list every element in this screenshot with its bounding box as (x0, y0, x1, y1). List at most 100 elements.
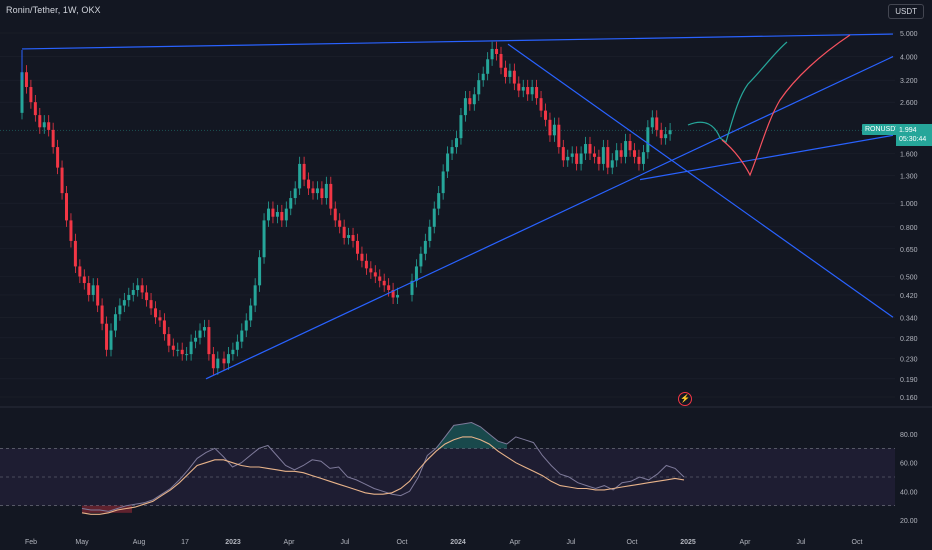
time-tick-label: Oct (397, 539, 408, 546)
candle-body (664, 134, 668, 139)
candle-body (56, 147, 60, 168)
price-tick-label: 0.160 (900, 395, 918, 402)
rsi-tick-label: 20.00 (900, 518, 918, 525)
candle-body (127, 294, 131, 301)
candle-body (535, 87, 539, 99)
candle-body (459, 115, 463, 139)
candle-body (82, 276, 86, 284)
candle-body (468, 98, 472, 105)
rsi-tick-label: 80.00 (900, 432, 918, 439)
time-tick-label: Oct (852, 539, 863, 546)
price-tick-label: 0.800 (900, 225, 918, 232)
candle-body (441, 171, 445, 194)
candle-body (432, 208, 436, 227)
candle-body (597, 156, 601, 164)
candle-body (24, 72, 28, 88)
candle-body (262, 220, 266, 258)
candle-body (180, 349, 184, 355)
candle-body (378, 276, 382, 281)
candle-body (29, 87, 33, 103)
price-tick-label: 3.200 (900, 78, 918, 85)
candle-body (162, 320, 166, 335)
price-tick-label: 1.300 (900, 173, 918, 180)
candle-body (100, 305, 104, 324)
time-tick-label: Aug (133, 539, 146, 546)
trendline-support-steep (205, 56, 894, 380)
candle-body (329, 183, 333, 209)
candle-body (202, 327, 206, 331)
trendline-support-shallow (639, 134, 894, 181)
rsi-tick-label: 40.00 (900, 489, 918, 496)
candle-body (570, 153, 574, 157)
candle-body (271, 208, 275, 217)
candle-body (606, 147, 610, 168)
rsi-overbought-fill (427, 422, 507, 449)
candle-body (486, 59, 490, 74)
candle-body (216, 358, 220, 369)
candle-body (419, 253, 423, 267)
candle-body (69, 220, 73, 241)
candle-body (293, 188, 297, 199)
replay-icon[interactable]: ⚡ (678, 392, 692, 406)
trendline-descending (507, 43, 894, 318)
price-tick-label: 1.600 (900, 151, 918, 158)
candle-body (226, 354, 230, 364)
time-tick-label: Jul (567, 539, 576, 546)
candle-body (364, 260, 368, 269)
candle-body (566, 156, 570, 161)
candle-body (552, 124, 556, 136)
candle-body (633, 150, 636, 157)
candle-body (610, 160, 614, 168)
candle-body (373, 272, 377, 277)
candle-body (60, 167, 64, 194)
currency-badge[interactable]: USDT (888, 4, 924, 19)
candle-body (194, 337, 198, 342)
candle-body (624, 141, 628, 157)
candle-body (267, 208, 270, 221)
time-tick-label: Apr (284, 539, 296, 546)
time-tick-label: May (75, 539, 89, 546)
last-price-value: 1.994 (899, 127, 917, 134)
candle-body (302, 163, 306, 180)
candle-body (495, 48, 499, 54)
last-price-tag: 1.994 05:30:44 (896, 124, 932, 146)
candle-body (118, 305, 122, 315)
candle-body (650, 117, 654, 128)
price-tick-label: 5.000 (900, 31, 918, 38)
candle-body (51, 129, 55, 148)
price-tick-label: 0.650 (900, 247, 918, 254)
price-tick-label: 0.500 (900, 275, 918, 282)
candle-body (275, 212, 279, 217)
candle-body (315, 188, 319, 194)
candle-body (539, 98, 543, 111)
candle-body (73, 240, 77, 267)
candle-body (235, 341, 239, 350)
candle-body (198, 330, 202, 338)
chart-title: Ronin/Tether, 1W, OKX (6, 5, 101, 15)
candle-body (280, 212, 284, 221)
candle-body (499, 53, 503, 68)
candle-body (109, 330, 113, 350)
projection-bullish-path (687, 41, 788, 143)
candle-body (253, 285, 257, 306)
candle-body (122, 300, 126, 306)
bar-countdown: 05:30:44 (899, 136, 927, 143)
candle-body (655, 117, 659, 130)
candle-body (140, 285, 144, 293)
candle-body (557, 124, 561, 148)
candle-body (171, 345, 175, 350)
candle-body (91, 285, 95, 295)
rsi-oversold-fill (82, 505, 132, 513)
candle-body (428, 226, 432, 241)
candle-body (65, 193, 68, 221)
candle-body (113, 314, 117, 331)
candle-body (189, 341, 193, 355)
candle-body (131, 290, 135, 295)
candle-body (637, 156, 641, 164)
candle-body (211, 354, 215, 369)
candle-body (149, 300, 153, 309)
candle-body (446, 153, 450, 172)
candle-body (231, 349, 235, 355)
